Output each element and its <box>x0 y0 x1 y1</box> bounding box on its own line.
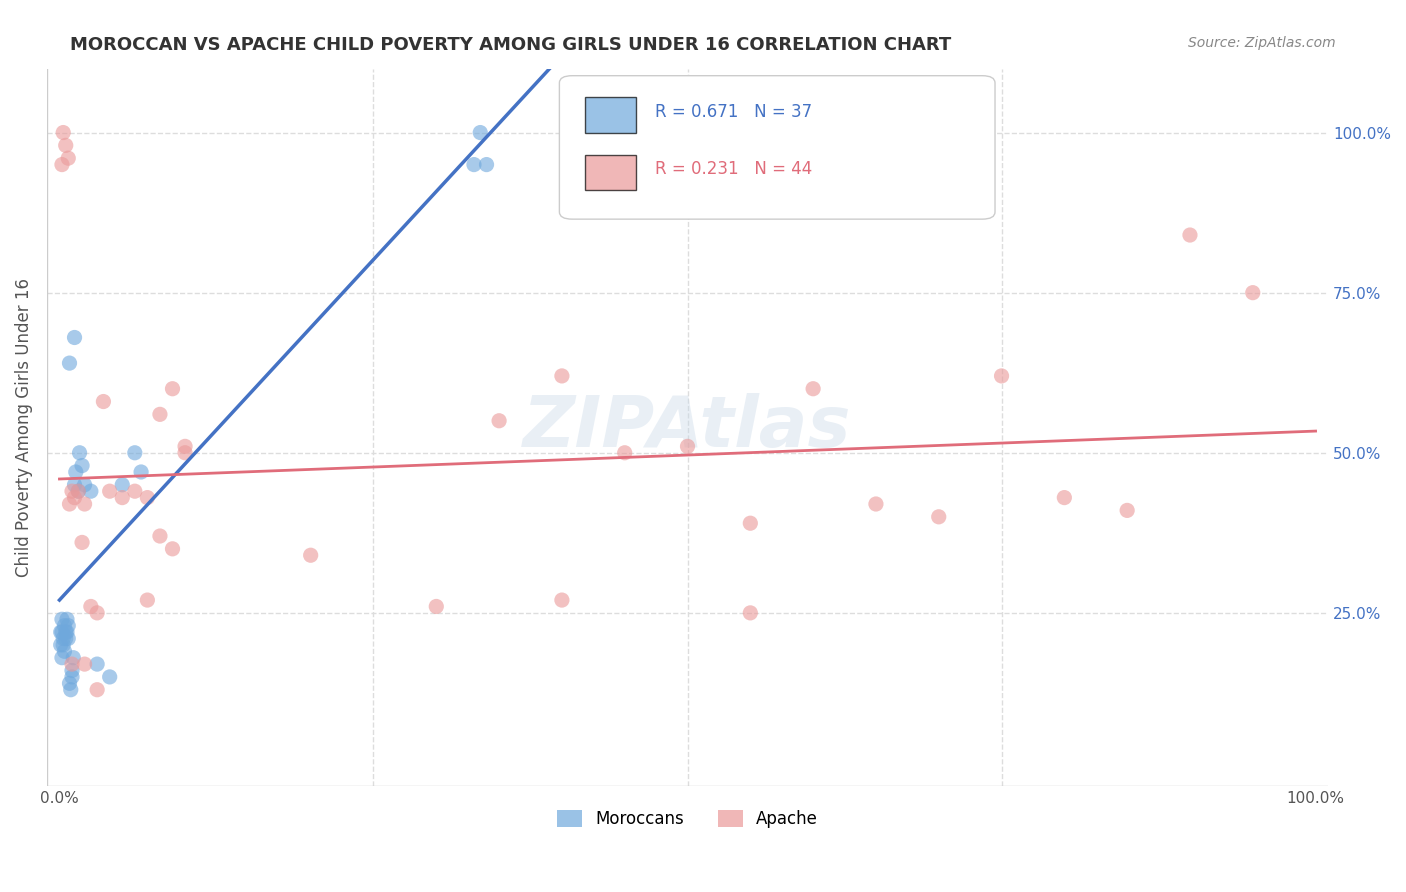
Point <box>1241 285 1264 300</box>
Point <box>63 330 86 344</box>
Point <box>470 126 492 140</box>
Point <box>56 625 79 640</box>
Point <box>174 446 197 460</box>
Point <box>98 484 121 499</box>
Point <box>53 618 76 632</box>
Point <box>98 670 121 684</box>
Point <box>124 484 146 499</box>
Point <box>928 509 950 524</box>
Point <box>990 368 1012 383</box>
Point <box>58 497 80 511</box>
FancyBboxPatch shape <box>585 97 637 133</box>
Point <box>49 625 72 640</box>
Point <box>73 657 96 672</box>
Point <box>51 612 73 626</box>
Point <box>73 477 96 491</box>
Point <box>425 599 447 614</box>
Point <box>86 657 108 672</box>
Point <box>174 439 197 453</box>
Point <box>51 650 73 665</box>
Point <box>51 158 73 172</box>
Point <box>299 548 322 562</box>
Point <box>56 612 79 626</box>
Point <box>63 477 86 491</box>
Y-axis label: Child Poverty Among Girls Under 16: Child Poverty Among Girls Under 16 <box>15 277 32 576</box>
Text: R = 0.671   N = 37: R = 0.671 N = 37 <box>655 103 813 120</box>
Point <box>58 618 80 632</box>
Point <box>149 529 172 543</box>
Point <box>55 138 77 153</box>
Point <box>475 158 498 172</box>
Point <box>80 599 103 614</box>
Point <box>551 593 574 607</box>
Point <box>162 541 184 556</box>
Point <box>58 356 80 370</box>
Point <box>52 126 75 140</box>
Point <box>67 484 90 499</box>
Point <box>551 368 574 383</box>
Point <box>865 497 887 511</box>
Point <box>60 484 83 499</box>
Point <box>58 151 80 165</box>
Point <box>136 593 159 607</box>
Point <box>1116 503 1139 517</box>
Text: MOROCCAN VS APACHE CHILD POVERTY AMONG GIRLS UNDER 16 CORRELATION CHART: MOROCCAN VS APACHE CHILD POVERTY AMONG G… <box>70 36 952 54</box>
Point <box>73 497 96 511</box>
Point <box>52 638 75 652</box>
Point <box>676 439 699 453</box>
Point <box>80 484 103 499</box>
FancyBboxPatch shape <box>560 76 995 219</box>
Point <box>69 446 91 460</box>
Point <box>67 484 90 499</box>
Point <box>162 382 184 396</box>
Point <box>60 670 83 684</box>
Text: ZIPAtlas: ZIPAtlas <box>523 392 852 462</box>
Point <box>149 408 172 422</box>
Point <box>65 465 87 479</box>
Point <box>52 632 75 646</box>
Point <box>136 491 159 505</box>
Point <box>62 650 84 665</box>
Point <box>801 382 824 396</box>
Point <box>58 676 80 690</box>
Point <box>53 644 76 658</box>
Point <box>70 458 93 473</box>
Point <box>55 625 77 640</box>
Point <box>488 414 510 428</box>
Point <box>51 625 73 640</box>
Point <box>60 664 83 678</box>
Point <box>124 446 146 460</box>
Point <box>1053 491 1076 505</box>
Point <box>55 632 77 646</box>
Point <box>740 606 762 620</box>
Point <box>111 491 134 505</box>
Point <box>740 516 762 531</box>
Point <box>86 606 108 620</box>
Point <box>93 394 115 409</box>
Point <box>129 465 152 479</box>
Text: R = 0.231   N = 44: R = 0.231 N = 44 <box>655 160 813 178</box>
Text: Source: ZipAtlas.com: Source: ZipAtlas.com <box>1188 36 1336 50</box>
Point <box>86 682 108 697</box>
Legend: Moroccans, Apache: Moroccans, Apache <box>551 804 824 835</box>
Point <box>70 535 93 549</box>
Point <box>49 638 72 652</box>
Point <box>111 477 134 491</box>
Point <box>58 632 80 646</box>
Point <box>1178 227 1201 242</box>
Point <box>613 446 636 460</box>
Point <box>463 158 485 172</box>
FancyBboxPatch shape <box>585 154 637 191</box>
Point <box>63 491 86 505</box>
Point <box>60 657 83 672</box>
Point <box>59 682 82 697</box>
